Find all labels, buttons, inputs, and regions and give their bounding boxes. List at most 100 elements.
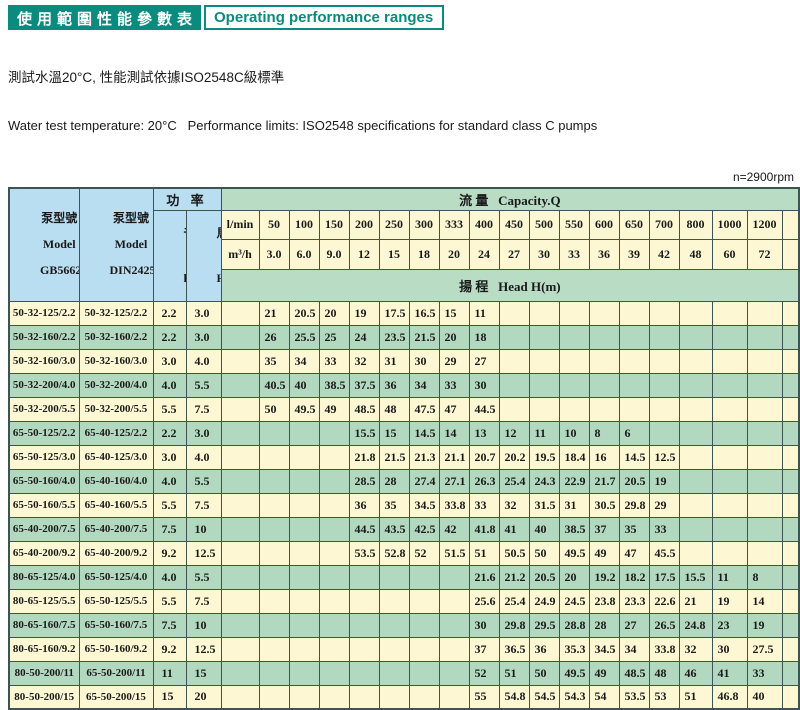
pump-row: 80-65-125/5.5 65-50-125/5.5 5.5 7.5 25.6 25.4… bbox=[8, 588, 800, 614]
head-value-cell: 36 bbox=[348, 492, 380, 518]
trailing-header-cell bbox=[781, 239, 800, 271]
kw-value-cell: 9.2 bbox=[152, 636, 187, 662]
head-value-cell bbox=[648, 420, 680, 446]
head-value-cell: 53.5 bbox=[348, 540, 380, 566]
pump-row: 50-32-200/5.5 50-32-200/5.5 5.5 7.5 50 49.5 49… bbox=[8, 396, 800, 422]
head-value-cell bbox=[378, 588, 410, 614]
head-value-cell: 18.4 bbox=[558, 444, 590, 470]
head-value-cell: 44.5 bbox=[468, 396, 500, 422]
trailing-cell bbox=[781, 420, 800, 446]
subtitle-zh: 測試水溫20°C, 性能測試依據ISO2548C級標準 bbox=[8, 70, 285, 85]
flow-lmin-header-cell: 650 bbox=[618, 209, 650, 241]
flow-lmin-header-cell: 500 bbox=[528, 209, 560, 241]
head-value-cell: 54.5 bbox=[528, 684, 560, 710]
head-value-cell: 52 bbox=[408, 540, 440, 566]
head-value-cell bbox=[746, 492, 783, 518]
head-value-cell bbox=[348, 588, 380, 614]
head-value-cell bbox=[711, 468, 748, 494]
head-value-cell: 12 bbox=[498, 420, 530, 446]
model-din24255-cell: 65-40-160/5.5 bbox=[78, 492, 154, 518]
head-value-cell bbox=[258, 516, 290, 542]
head-value-cell bbox=[318, 516, 350, 542]
head-value-cell: 32 bbox=[348, 348, 380, 374]
head-value-cell: 12.5 bbox=[648, 444, 680, 470]
flow-m3h-header-cell: 30 bbox=[528, 239, 560, 271]
model-gb5662-cell: 80-65-160/7.5 bbox=[8, 612, 80, 638]
head-value-cell bbox=[258, 420, 290, 446]
head-value-cell: 17.5 bbox=[648, 564, 680, 590]
head-value-cell bbox=[498, 348, 530, 374]
head-value-cell bbox=[746, 420, 783, 446]
head-value-cell bbox=[588, 300, 620, 326]
head-value-cell: 40 bbox=[528, 516, 560, 542]
model-din-code: DIN24255 bbox=[109, 263, 153, 278]
col-header-power: 功 率 bbox=[152, 187, 222, 211]
trailing-cell bbox=[781, 468, 800, 494]
subtitle-block: 測試水溫20°C, 性能測試依據ISO2548C級標準 Water test t… bbox=[8, 38, 800, 166]
page-title-en: Operating performance ranges bbox=[204, 5, 445, 30]
head-value-cell: 31 bbox=[558, 492, 590, 518]
model-gb5662-cell: 50-32-200/4.0 bbox=[8, 372, 80, 398]
kw-value-cell: 7.5 bbox=[152, 612, 187, 638]
head-value-cell: 29.8 bbox=[498, 612, 530, 638]
head-value-cell: 20 bbox=[318, 300, 350, 326]
trailing-cell bbox=[781, 684, 800, 710]
trailing-cell bbox=[781, 444, 800, 470]
head-value-cell bbox=[348, 612, 380, 638]
head-value-cell bbox=[258, 564, 290, 590]
hp-value-cell: 15 bbox=[185, 660, 222, 686]
head-value-cell bbox=[258, 540, 290, 566]
head-value-cell: 26 bbox=[258, 324, 290, 350]
head-value-cell: 17.5 bbox=[378, 300, 410, 326]
model-gb5662-cell: 65-50-160/5.5 bbox=[8, 492, 80, 518]
kw-value-cell: 2.2 bbox=[152, 324, 187, 350]
model-gb5662-cell: 65-40-200/9.2 bbox=[8, 540, 80, 566]
unit-spacer-cell bbox=[220, 396, 260, 422]
unit-spacer-cell bbox=[220, 564, 260, 590]
head-value-cell bbox=[318, 588, 350, 614]
model-gb5662-cell: 65-50-125/3.0 bbox=[8, 444, 80, 470]
pump-row: 65-40-200/7.5 65-40-200/7.5 7.5 10 44.5 43.5 4… bbox=[8, 516, 800, 542]
pump-row: 65-50-160/4.0 65-40-160/4.0 4.0 5.5 28.5 28 27… bbox=[8, 468, 800, 494]
m3h-unit-label: m³/h bbox=[220, 239, 260, 271]
head-value-cell bbox=[498, 396, 530, 422]
head-value-cell bbox=[348, 636, 380, 662]
head-value-cell bbox=[318, 636, 350, 662]
head-value-cell bbox=[558, 300, 590, 326]
head-value-cell bbox=[288, 684, 320, 710]
model-gb-code: GB5662 bbox=[40, 263, 79, 278]
head-value-cell: 24 bbox=[348, 324, 380, 350]
trailing-cell bbox=[781, 348, 800, 374]
head-value-cell: 21.3 bbox=[408, 444, 440, 470]
head-value-cell bbox=[746, 540, 783, 566]
trailing-cell bbox=[781, 516, 800, 542]
head-value-cell: 20.5 bbox=[618, 468, 650, 494]
head-value-cell: 24.9 bbox=[528, 588, 560, 614]
capacity-band-header: 流 量 Capacity.Q bbox=[220, 187, 800, 211]
flow-m3h-header-cell: 24 bbox=[468, 239, 500, 271]
head-value-cell: 18 bbox=[468, 324, 500, 350]
head-value-cell bbox=[318, 420, 350, 446]
flow-lmin-header-cell: 150 bbox=[318, 209, 350, 241]
flow-m3h-header-cell: 33 bbox=[558, 239, 590, 271]
head-value-cell: 46 bbox=[678, 660, 713, 686]
head-value-cell bbox=[258, 636, 290, 662]
head-value-cell: 16 bbox=[588, 444, 620, 470]
unit-spacer-cell bbox=[220, 444, 260, 470]
col-header-kw: 千瓦 kW bbox=[152, 209, 187, 302]
hp-value-cell: 3.0 bbox=[185, 420, 222, 446]
model-din24255-cell: 65-40-200/9.2 bbox=[78, 540, 154, 566]
unit-spacer-cell bbox=[220, 468, 260, 494]
trailing-cell bbox=[781, 324, 800, 350]
head-value-cell bbox=[746, 516, 783, 542]
head-value-cell bbox=[438, 660, 470, 686]
head-value-cell bbox=[258, 612, 290, 638]
head-value-cell: 50.5 bbox=[498, 540, 530, 566]
pump-row: 65-40-200/9.2 65-40-200/9.2 9.2 12.5 53.5 52.… bbox=[8, 540, 800, 566]
head-value-cell bbox=[288, 660, 320, 686]
head-value-cell bbox=[746, 444, 783, 470]
head-value-cell bbox=[288, 540, 320, 566]
unit-spacer-cell bbox=[220, 300, 260, 326]
unit-spacer-cell bbox=[220, 516, 260, 542]
unit-spacer-cell bbox=[220, 636, 260, 662]
